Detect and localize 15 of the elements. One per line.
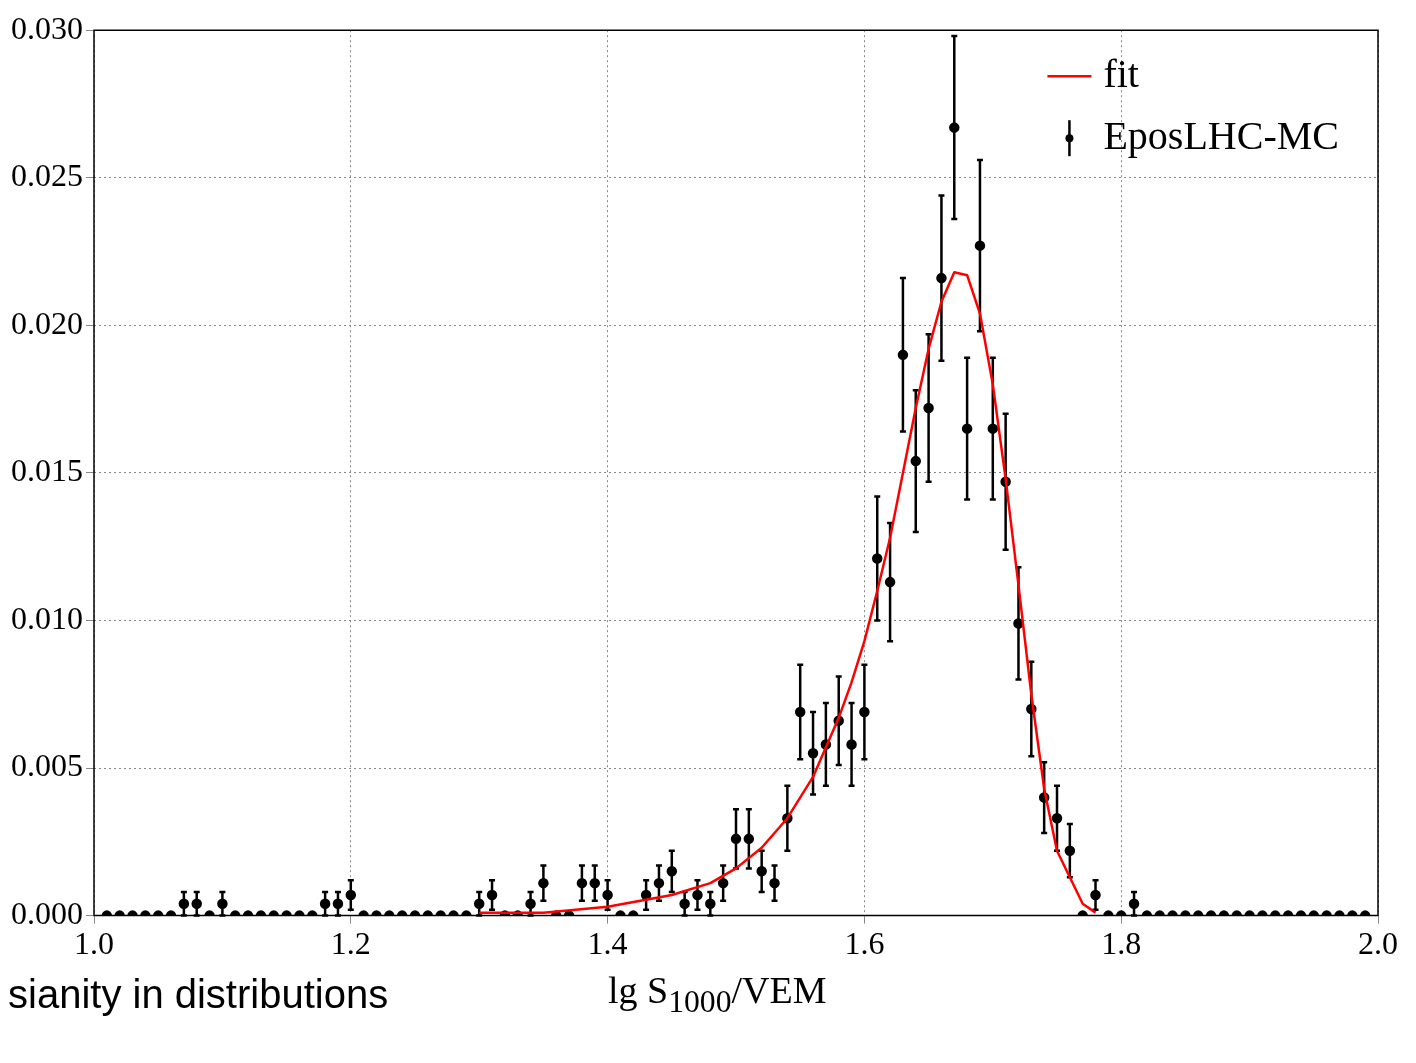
x-axis-title: lg S$_{1000}$/VEM bbox=[608, 968, 827, 1020]
y-tick-label: 0.005 bbox=[11, 747, 83, 784]
y-tick-label: 0.025 bbox=[11, 157, 83, 194]
y-tick-label: 0.020 bbox=[11, 304, 83, 341]
x-tick-label: 1.6 bbox=[844, 925, 885, 962]
x-tick-label: 1.8 bbox=[1101, 925, 1142, 962]
text: sianity in distributions bbox=[8, 972, 389, 1017]
x-tick-label: 2.0 bbox=[1358, 925, 1398, 962]
y-tick-label: 0.030 bbox=[11, 9, 83, 46]
y-tick-label: 0.015 bbox=[11, 452, 83, 489]
legend-label: fit bbox=[1103, 50, 1139, 96]
x-tick-label: 1.2 bbox=[330, 925, 371, 962]
y-tick-label: 0.010 bbox=[11, 599, 83, 636]
legend-label: EposLHC-MC bbox=[1103, 112, 1340, 158]
x-tick-label: 1.4 bbox=[587, 925, 628, 962]
